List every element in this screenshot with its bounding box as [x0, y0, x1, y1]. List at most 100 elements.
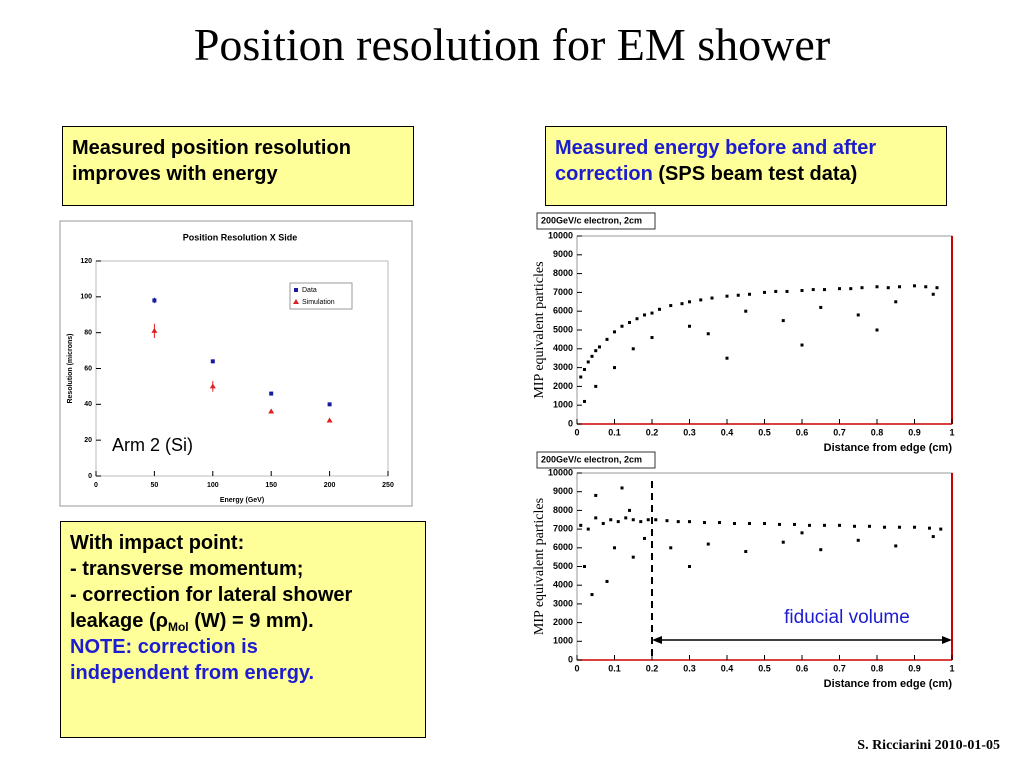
- data-point: [688, 565, 691, 568]
- data-point: [748, 292, 751, 296]
- y-tick-label: 9000: [553, 249, 573, 259]
- y-axis-label: MIP equivalent particles: [532, 261, 547, 398]
- data-point: [643, 313, 646, 317]
- legend-box: [289, 282, 353, 310]
- data-point: [935, 286, 939, 290]
- data-point: [601, 521, 605, 525]
- data-point: [781, 540, 785, 544]
- data-point: [624, 516, 628, 520]
- x-tick-label: 0.4: [721, 663, 734, 673]
- data-point: [688, 324, 691, 328]
- text-span: leakage (ρ: [70, 610, 168, 632]
- x-tick-label: 50: [151, 482, 159, 489]
- data-point: [706, 332, 710, 336]
- x-tick-label: 0: [574, 663, 579, 673]
- x-axis-label: Distance from edge (cm): [824, 442, 953, 454]
- x-tick-label: 1: [949, 427, 954, 437]
- data-point: [151, 327, 158, 333]
- data-point: [913, 284, 916, 288]
- data-point: [268, 408, 275, 414]
- data-point: [590, 593, 594, 597]
- data-point: [856, 538, 860, 542]
- arrow-head: [652, 636, 662, 644]
- text-box: Measured position resolution improves wi…: [62, 126, 414, 206]
- data-point: [680, 302, 684, 306]
- title-box: [536, 451, 656, 469]
- y-tick-label: 10000: [548, 230, 573, 240]
- x-tick-label: 0.7: [833, 427, 846, 437]
- text-box: With impact point: - transverse momentum…: [60, 521, 426, 738]
- x-tick-label: 0.5: [758, 663, 771, 673]
- y-tick-label: 20: [84, 437, 92, 444]
- text-line: leakage (ρMol (W) = 9 mm).: [70, 608, 416, 634]
- data-point: [613, 546, 616, 550]
- text-span: correction: [555, 163, 653, 185]
- data-point: [883, 525, 886, 529]
- data-point: [676, 520, 680, 524]
- y-tick-label: 40: [84, 401, 92, 408]
- x-tick-label: 0.3: [683, 427, 696, 437]
- data-point: [583, 367, 586, 371]
- data-point: [800, 289, 804, 293]
- y-tick-label: 7000: [553, 287, 573, 297]
- data-point: [703, 521, 706, 525]
- text-line: Measured position resolution: [72, 137, 351, 159]
- legend-marker: [294, 288, 298, 292]
- data-point: [718, 521, 721, 525]
- data-point: [781, 319, 785, 323]
- slide-title: Position resolution for EM shower: [193, 19, 831, 70]
- chart-title: 200GeV/c electron, 2cm: [541, 215, 642, 225]
- y-tick-label: 0: [568, 654, 573, 664]
- x-axis-label: Energy (GeV): [220, 497, 264, 504]
- data-point: [849, 287, 853, 291]
- text-span: (SPS beam test data): [658, 163, 858, 185]
- data-point: [699, 298, 703, 302]
- annotation: Arm 2 (Si): [112, 435, 193, 455]
- text-span: (W) = 9 mm).: [194, 610, 314, 632]
- x-tick-label: 0.1: [608, 663, 621, 673]
- x-tick-label: 0.9: [908, 663, 921, 673]
- text-line: With impact point:: [70, 532, 245, 554]
- x-tick-label: 0.2: [646, 427, 659, 437]
- text-line: - correction for lateral shower: [70, 584, 353, 606]
- y-tick-label: 6000: [553, 306, 573, 316]
- x-tick-label: 0.6: [796, 427, 809, 437]
- data-point: [643, 536, 646, 540]
- y-tick-label: 3000: [553, 362, 573, 372]
- data-point: [811, 288, 815, 292]
- data-point: [778, 522, 781, 526]
- data-point: [894, 544, 898, 548]
- data-point: [631, 518, 635, 522]
- data-point: [594, 349, 598, 353]
- data-point: [613, 330, 616, 334]
- data-point: [605, 579, 609, 583]
- y-tick-label: 0: [88, 473, 92, 480]
- text-line: - transverse momentum;: [70, 558, 304, 580]
- data-point: [913, 525, 916, 529]
- y-tick-label: 120: [80, 258, 92, 265]
- data-point: [823, 288, 826, 292]
- text-line: correction (SPS beam test data): [555, 161, 937, 187]
- y-tick-label: 5000: [553, 324, 573, 334]
- data-point: [853, 524, 856, 528]
- annotation: fiducial volume: [784, 607, 910, 628]
- y-tick-label: 60: [84, 365, 92, 372]
- y-tick-label: 3000: [553, 598, 573, 608]
- data-point: [894, 300, 898, 304]
- legend-label: Data: [302, 287, 317, 294]
- data-point: [620, 324, 624, 328]
- data-point: [639, 520, 643, 524]
- data-point: [838, 287, 841, 291]
- y-tick-label: 2000: [553, 617, 573, 627]
- data-point: [631, 347, 635, 351]
- data-point: [898, 525, 901, 529]
- data-point: [605, 337, 609, 341]
- data-point: [939, 527, 943, 531]
- data-point: [748, 521, 751, 525]
- data-point: [898, 285, 901, 289]
- data-point: [800, 531, 804, 535]
- data-point: [763, 290, 766, 294]
- data-point: [856, 313, 860, 317]
- data-point: [706, 542, 710, 546]
